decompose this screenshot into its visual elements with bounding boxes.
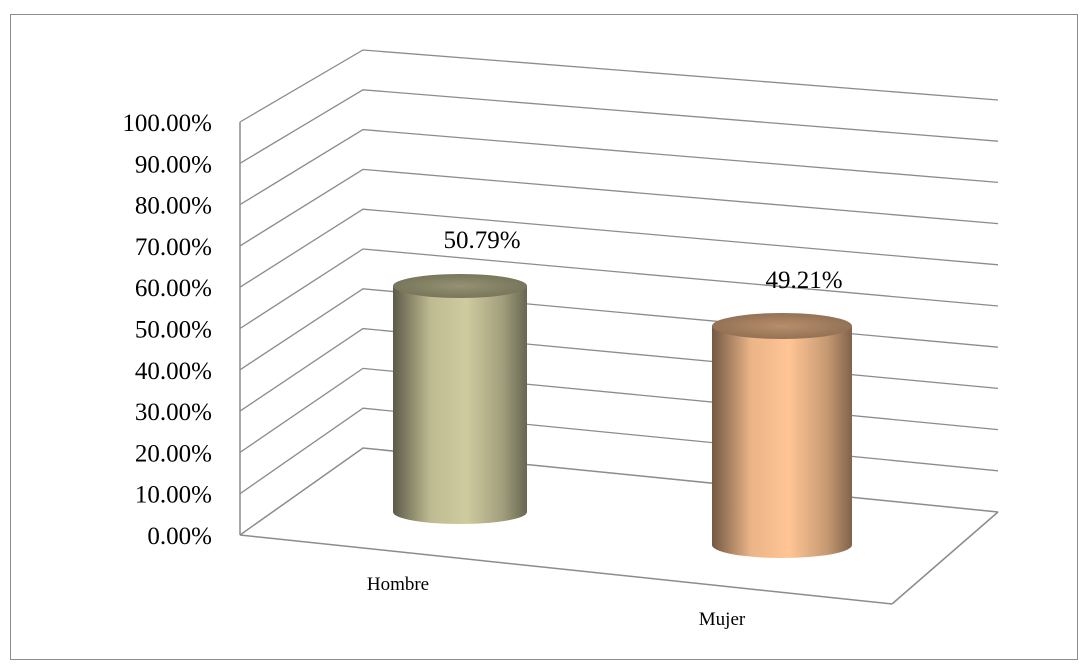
y-tick-label: 100.00% — [122, 110, 212, 137]
data-label: 50.79% — [443, 227, 520, 254]
y-tick-label: 50.00% — [135, 317, 212, 344]
gridline — [239, 288, 999, 371]
gridline — [239, 49, 999, 123]
x-category-label: Hombre — [367, 574, 429, 595]
gridline — [239, 89, 999, 164]
y-axis-ticks: 0.00% 10.00% 20.00% 30.00% 40.00% 50.00% 60.00… — [122, 110, 212, 550]
y-tick-label: 80.00% — [135, 193, 212, 220]
y-tick-label: 90.00% — [135, 151, 212, 178]
bar-mujer — [712, 326, 852, 558]
bars — [393, 273, 852, 558]
floor-front-edge — [239, 534, 893, 605]
gridline — [239, 208, 999, 288]
chart-frame — [10, 14, 1078, 660]
bar-top-mujer — [712, 313, 852, 340]
y-tick-label: 60.00% — [135, 275, 212, 302]
x-category-label: Mujer — [699, 609, 746, 630]
gridlines — [239, 49, 999, 605]
data-label: 49.21% — [765, 267, 842, 294]
bar-hombre — [393, 285, 527, 524]
y-tick-label: 30.00% — [135, 399, 212, 426]
gridline — [239, 367, 999, 453]
bar-top-hombre — [393, 273, 527, 298]
gridline — [239, 128, 999, 206]
floor-right-edge — [891, 511, 999, 605]
gridline — [239, 407, 999, 495]
y-tick-label: 20.00% — [135, 440, 212, 467]
y-tick-label: 40.00% — [135, 358, 212, 385]
gridline — [239, 327, 999, 412]
labels: 50.79% 49.21% Hombre Mujer — [367, 227, 843, 630]
gridline — [239, 168, 999, 247]
y-tick-label: 10.00% — [135, 482, 212, 509]
gridline — [239, 447, 999, 536]
y-tick-label: 70.00% — [135, 234, 212, 261]
gridline — [239, 248, 999, 330]
y-tick-label: 0.00% — [147, 523, 212, 550]
